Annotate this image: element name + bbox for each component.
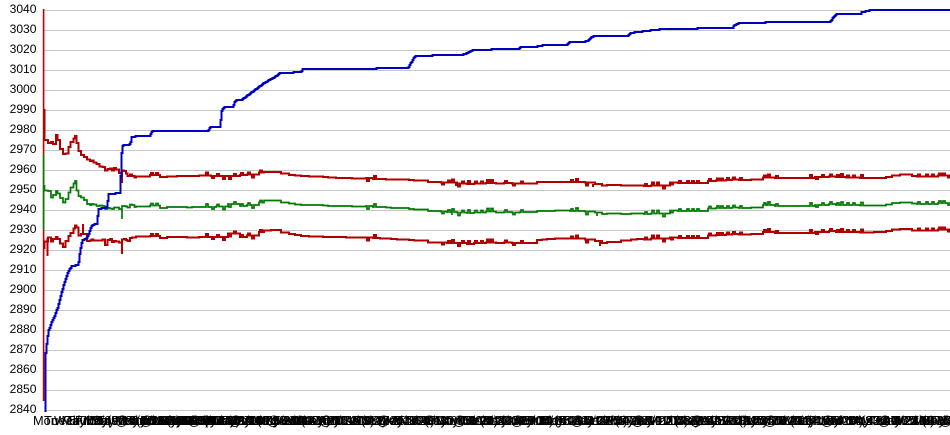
svg-text:Mon 5/15/14 @ 9:17:50.00: Mon 5/15/14 @ 9:17:50.00 <box>154 413 306 428</box>
svg-text:Mon 5/02/14 @ 9:21:05.50: Mon 5/02/14 @ 9:21:05.50 <box>436 413 588 428</box>
svg-text:Wed May 19 (9:24:46 AM): Wed May 19 (9:24:46 AM) <box>786 413 934 428</box>
svg-text:Tue May 03 9:21:18 AM: Tue May 03 9:21:18 AM <box>458 413 593 428</box>
svg-text:Wed 5/27/14 @ 9:20:26.40: Wed 5/27/14 @ 9:20:26.40 <box>377 413 530 428</box>
svg-text:2920: 2920 <box>10 242 37 256</box>
svg-text:Mon May 12 9:23:15 AM: Mon May 12 9:23:15 AM <box>648 413 787 428</box>
svg-text:2910: 2910 <box>10 262 37 276</box>
svg-text:2950: 2950 <box>10 182 37 196</box>
svg-text:Fri May 06 9:21:57 AM: Fri May 06 9:21:57 AM <box>521 413 650 428</box>
svg-text:Thu May 08 (9:16:19 AM): Thu May 08 (9:16:19 AM) <box>65 413 209 428</box>
svg-text:Thu 5/18/14 @ 9:18:29.10: Thu 5/18/14 @ 9:18:29.10 <box>195 413 344 428</box>
svg-text:2990: 2990 <box>10 102 37 116</box>
svg-text:Tue May 11 (9:16:58 AM): Tue May 11 (9:16:58 AM) <box>97 413 240 428</box>
svg-text:Tue 5/23/14 @ 9:25:38.20: Tue 5/23/14 @ 9:25:38.20 <box>868 413 950 428</box>
svg-text:3010: 3010 <box>10 62 37 76</box>
svg-text:Tue May 18 9:24:33 AM: Tue May 18 9:24:33 AM <box>766 413 901 428</box>
svg-text:Fri May 21 9:25:12 AM: Fri May 21 9:25:12 AM <box>827 413 950 428</box>
svg-text:2960: 2960 <box>10 162 37 176</box>
svg-text:Wed May 24 9:25:51 AM: Wed May 24 9:25:51 AM <box>891 413 950 428</box>
svg-text:Mon May 25 9:20:00 AM: Mon May 25 9:20:00 AM <box>335 413 474 428</box>
svg-text:2900: 2900 <box>10 282 37 296</box>
svg-text:Wed May 04 (9:21:31 AM): Wed May 04 (9:21:31 AM) <box>479 413 627 428</box>
svg-text:Thu May 23 (9:19:34 AM): Thu May 23 (9:19:34 AM) <box>290 413 434 428</box>
svg-text:Tue May 13 (9:23:28 AM): Tue May 13 (9:23:28 AM) <box>668 413 812 428</box>
svg-text:Fri May 01 (9:20:52 AM): Fri May 01 (9:20:52 AM) <box>416 413 553 428</box>
svg-text:Thu May 00 9:20:39 AM: Thu May 00 9:20:39 AM <box>397 413 533 428</box>
svg-text:3030: 3030 <box>10 22 37 36</box>
svg-text:Tue 5/08/14 @ 9:22:23.70: Tue 5/08/14 @ 9:22:23.70 <box>560 413 708 428</box>
svg-text:2980: 2980 <box>10 122 37 136</box>
svg-text:3020: 3020 <box>10 42 37 56</box>
svg-text:Tue May 16 9:18:03 AM: Tue May 16 9:18:03 AM <box>167 413 302 428</box>
svg-text:2930: 2930 <box>10 222 37 236</box>
svg-text:Fri 5/26/14 @ 9:26:17.30: Fri 5/26/14 @ 9:26:17.30 <box>931 413 950 428</box>
svg-text:Wed May 22 9:19:21 AM: Wed May 22 9:19:21 AM <box>270 413 410 428</box>
svg-text:Thu May 13 9:17:24 AM: Thu May 13 9:17:24 AM <box>127 413 263 428</box>
svg-text:Thu May 15 9:23:54 AM: Thu May 15 9:23:54 AM <box>707 413 843 428</box>
svg-text:Fri May 14 (9:17:37 AM): Fri May 14 (9:17:37 AM) <box>140 413 277 428</box>
svg-text:Fri 5/11/14 @ 9:23:02.80: Fri 5/11/14 @ 9:23:02.80 <box>626 413 767 428</box>
svg-text:Thu May 25 (9:26:04 AM): Thu May 25 (9:26:04 AM) <box>911 413 950 428</box>
svg-text:Wed 5/14/14 @ 9:23:41.90: Wed 5/14/14 @ 9:23:41.90 <box>688 413 841 428</box>
svg-text:Wed May 09 9:22:36 AM: Wed May 09 9:22:36 AM <box>580 413 720 428</box>
svg-text:Mon May 10 9:16:45 AM: Mon May 10 9:16:45 AM <box>86 413 225 428</box>
svg-text:Mon May 22 (9:25:25 AM): Mon May 22 (9:25:25 AM) <box>848 413 950 428</box>
svg-text:Mon May 07 (9:22:10 AM): Mon May 07 (9:22:10 AM) <box>541 413 688 428</box>
svg-text:2890: 2890 <box>10 302 37 316</box>
svg-text:Mon May 20 (9:18:55 AM): Mon May 20 (9:18:55 AM) <box>227 413 374 428</box>
svg-text:Thu 5/20/14 @ 9:24:59.10: Thu 5/20/14 @ 9:24:59.10 <box>806 413 950 428</box>
svg-text:Fri 5/24/14 @ 9:19:47.30: Fri 5/24/14 @ 9:19:47.30 <box>312 413 454 428</box>
svg-text:Wed May 17 (9:18:16 AM): Wed May 17 (9:18:16 AM) <box>182 413 330 428</box>
svg-text:Fri May 19 9:18:42 AM: Fri May 19 9:18:42 AM <box>208 413 337 428</box>
svg-text:Tue 5/06/14 @ 9:15:53.70: Tue 5/06/14 @ 9:15:53.70 <box>44 413 192 428</box>
svg-text:Mon 5/17/14 @ 9:24:20.00: Mon 5/17/14 @ 9:24:20.00 <box>746 413 898 428</box>
svg-text:3040: 3040 <box>10 2 37 16</box>
svg-text:2860: 2860 <box>10 362 37 376</box>
svg-text:2880: 2880 <box>10 322 37 336</box>
svg-text:Mon May 05 (9:15:40 AM): Mon May 05 (9:15:40 AM) <box>33 413 180 428</box>
svg-text:Fri 5/09/14 @ 9:16:32.80: Fri 5/09/14 @ 9:16:32.80 <box>75 413 217 428</box>
svg-text:Wed May 07 9:16:06 AM: Wed May 07 9:16:06 AM <box>54 413 194 428</box>
svg-text:2970: 2970 <box>10 142 37 156</box>
svg-text:Tue May 26 (9:20:13 AM): Tue May 26 (9:20:13 AM) <box>354 413 498 428</box>
svg-text:Wed 5/12/14 @ 9:17:11.90: Wed 5/12/14 @ 9:17:11.90 <box>112 413 264 428</box>
svg-text:3000: 3000 <box>10 82 37 96</box>
svg-text:Fri May 16 (9:24:07 AM): Fri May 16 (9:24:07 AM) <box>726 413 863 428</box>
svg-text:2940: 2940 <box>10 202 37 216</box>
svg-text:Thu May 10 (9:22:49 AM): Thu May 10 (9:22:49 AM) <box>603 413 747 428</box>
svg-text:2840: 2840 <box>10 402 37 416</box>
svg-text:2870: 2870 <box>10 342 37 356</box>
svg-text:Tue 5/21/14 @ 9:19:08.20: Tue 5/21/14 @ 9:19:08.20 <box>248 413 396 428</box>
svg-text:Thu 5/05/14 @ 9:21:44.60: Thu 5/05/14 @ 9:21:44.60 <box>499 413 648 428</box>
svg-text:2850: 2850 <box>10 382 37 396</box>
